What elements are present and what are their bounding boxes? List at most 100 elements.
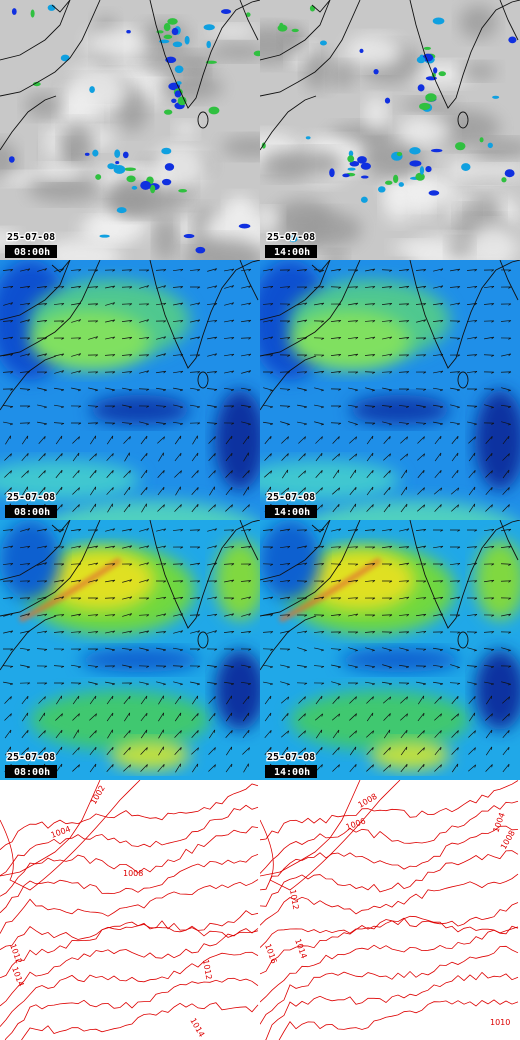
isobar: [0, 928, 259, 1007]
wind-arrow: [88, 545, 99, 549]
wind-arrow: [87, 320, 99, 323]
wind-arrow: [2, 529, 14, 532]
wind-arrow: [19, 597, 31, 600]
isobar: [260, 825, 519, 891]
rain-cell: [398, 182, 404, 187]
wind-arrow: [90, 486, 97, 496]
wind-arrow: [139, 319, 150, 323]
map-panel: 25-07-08 08:00h: [0, 0, 260, 260]
wind-arrow: [55, 729, 63, 739]
rain-cell: [174, 65, 184, 74]
wind-arrow: [87, 405, 99, 408]
rain-cell: [319, 40, 327, 46]
wind-arrow: [263, 268, 274, 272]
wind-arrow: [37, 562, 48, 566]
wind-arrow: [263, 596, 274, 600]
wind-arrow: [313, 269, 325, 272]
wind-arrow: [349, 486, 357, 496]
wind-arrow: [347, 286, 359, 289]
wind-arrow: [155, 269, 167, 272]
wind-arrow: [485, 452, 493, 462]
rain-cell: [32, 81, 41, 87]
rain-cell: [183, 233, 195, 239]
wind-arrow: [175, 763, 181, 773]
cloud: [42, 126, 66, 167]
wind-arrow: [138, 597, 150, 600]
rain-cell: [47, 4, 56, 11]
wind-arrow: [141, 503, 147, 513]
wind-arrow: [105, 387, 115, 392]
time-label: 14:00h: [274, 507, 310, 518]
wind-arrow: [158, 695, 164, 705]
rain-cell: [195, 246, 206, 254]
coastline: [260, 260, 361, 357]
wind-arrow: [348, 579, 359, 583]
wind-arrow: [500, 546, 512, 549]
wind-arrow: [330, 631, 342, 634]
wind-arrow: [296, 529, 308, 532]
wind-arrow: [450, 664, 460, 669]
wind-arrow: [190, 681, 201, 686]
wind-arrow: [105, 302, 116, 306]
wind-arrow: [157, 470, 165, 478]
wind-arrow: [36, 286, 48, 289]
rain-cell: [359, 48, 364, 54]
wind-arrow: [400, 729, 408, 739]
wind-arrow: [189, 665, 201, 668]
wind-arrow: [433, 613, 444, 617]
map-panel: 25-07-08 14:00h: [260, 260, 520, 520]
field: [475, 540, 520, 620]
wind-arrow: [241, 302, 252, 306]
time-label: 08:00h: [14, 507, 50, 518]
wind-arrow: [263, 421, 274, 426]
coastline: [0, 520, 101, 617]
coastline: [260, 520, 361, 617]
wind-arrow: [53, 320, 65, 323]
rain-cell: [92, 149, 99, 157]
wind-arrow: [450, 487, 460, 495]
wind-arrow: [313, 631, 325, 634]
wind-arrow: [156, 596, 167, 600]
wind-arrow: [191, 763, 199, 773]
wind-arrow: [53, 546, 65, 549]
wind-arrow: [348, 387, 358, 392]
wind-arrow: [417, 436, 425, 444]
wind-arrow: [37, 545, 48, 549]
wind-arrow: [241, 387, 252, 392]
wind-arrow: [264, 435, 272, 445]
wind-arrow: [106, 712, 114, 722]
wind-arrow: [466, 320, 478, 323]
wind-arrow: [20, 630, 31, 634]
wind-arrow: [242, 435, 250, 445]
wind-arrow: [87, 631, 99, 634]
wind-arrow: [280, 421, 290, 426]
wind-arrow: [331, 713, 341, 721]
wind-arrow: [70, 682, 82, 685]
wind-arrow: [208, 436, 216, 444]
wind-arrow: [4, 729, 12, 739]
wind-arrow: [263, 319, 274, 323]
wind-arrow: [381, 597, 393, 600]
wind-arrow: [263, 336, 274, 340]
wind-arrow: [280, 630, 291, 634]
wind-arrow: [279, 303, 291, 306]
wind-arrow: [156, 370, 167, 374]
wind-arrow: [331, 528, 342, 532]
coastline: [0, 0, 71, 151]
rain-cell: [305, 136, 311, 140]
wind-arrow: [174, 435, 182, 445]
wind-arrow: [189, 529, 201, 532]
wind-arrow: [53, 529, 65, 532]
wind-arrow: [297, 319, 308, 323]
wind-arrow: [364, 286, 376, 289]
wind-arrow: [190, 562, 201, 566]
sri-lanka: [457, 631, 469, 649]
wind-arrow: [189, 269, 201, 272]
wind-arrow: [348, 404, 359, 409]
wind-arrow: [415, 354, 427, 357]
wind-arrow: [332, 503, 340, 513]
wind-arrow: [500, 563, 512, 566]
wind-arrow: [54, 404, 65, 409]
wind-arrow: [90, 435, 97, 445]
